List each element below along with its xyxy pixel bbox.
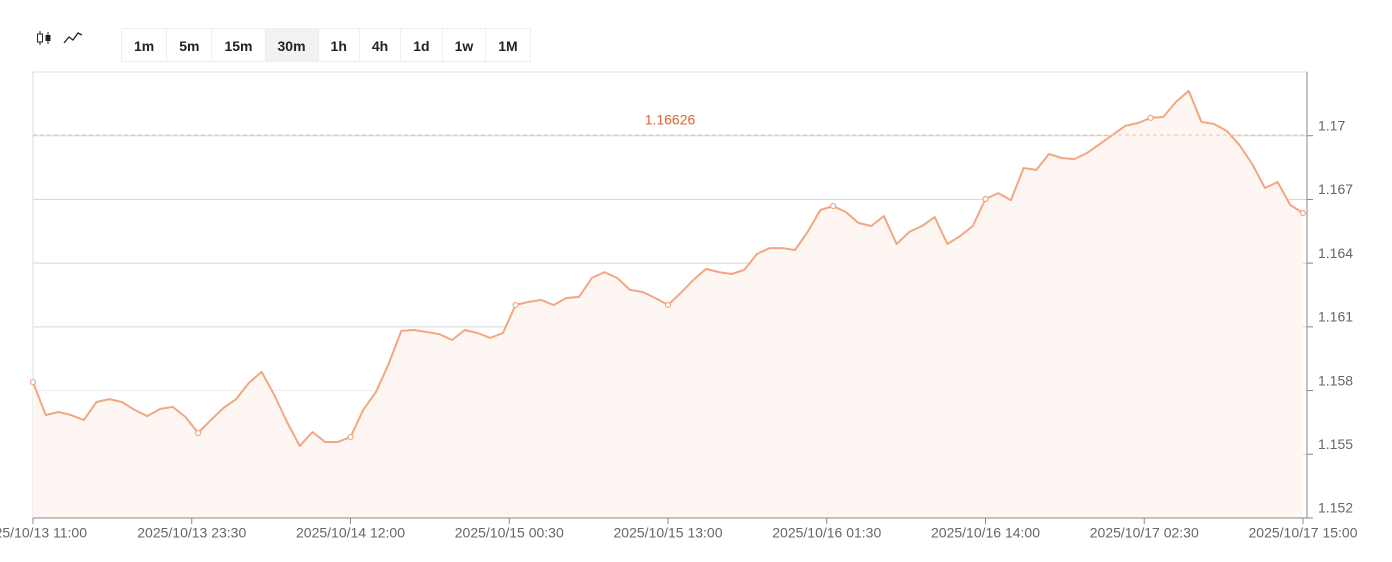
interval-button[interactable]: 1h [317,28,360,62]
point-marker [1299,209,1307,217]
x-tick-label: 2025/10/16 01:30 [772,525,881,541]
x-tick-label: 2025/10/13 23:30 [137,525,246,541]
y-tick-label: 1.164 [1318,245,1353,261]
y-tick-label: 1.17 [1318,117,1345,133]
x-tick-label: 2025/10/17 15:00 [1249,525,1358,541]
interval-button[interactable]: 1m [121,28,168,62]
candle-icon[interactable] [34,28,56,48]
point-marker [195,429,202,437]
point-marker [664,301,672,309]
point-marker [29,378,37,386]
point-marker [512,301,519,309]
y-tick-label: 1.158 [1318,372,1353,388]
y-tick-label: 1.161 [1318,309,1353,325]
interval-button[interactable]: 1d [400,28,443,62]
interval-button[interactable]: 4h [358,28,402,62]
interval-button[interactable]: 15m [211,28,266,62]
x-tick-label: 2025/10/14 12:00 [296,525,405,541]
interval-button[interactable]: 1M [485,28,531,62]
y-tick-label: 1.167 [1318,181,1353,197]
x-tick-label: 2025/10/17 02:30 [1090,525,1199,541]
area [33,90,1303,519]
x-tick-label: 2025/10/16 14:00 [931,525,1040,541]
interval-bar: 1m 5m 15m 30m 1h 4h 1d 1w 1M [121,28,531,62]
line-icon[interactable] [62,28,84,48]
y-tick-label: 1.155 [1318,436,1353,452]
chart-style-icons [34,28,84,48]
interval-button[interactable]: 1w [441,28,487,62]
point-marker [347,433,354,441]
point-marker [829,202,837,210]
interval-button[interactable]: 5m [166,28,213,62]
interval-button[interactable]: 30m [264,28,319,62]
point-marker [1147,114,1154,121]
x-tick-label: 2025/10/13 11:00 [0,525,87,541]
y-tick-label: 1.152 [1318,500,1353,516]
point-marker [982,195,989,203]
x-tick-label: 2025/10/15 13:00 [614,525,723,541]
price-marker-label: 1.16626 [645,112,696,128]
x-tick-label: 2025/10/15 00:30 [455,525,564,541]
